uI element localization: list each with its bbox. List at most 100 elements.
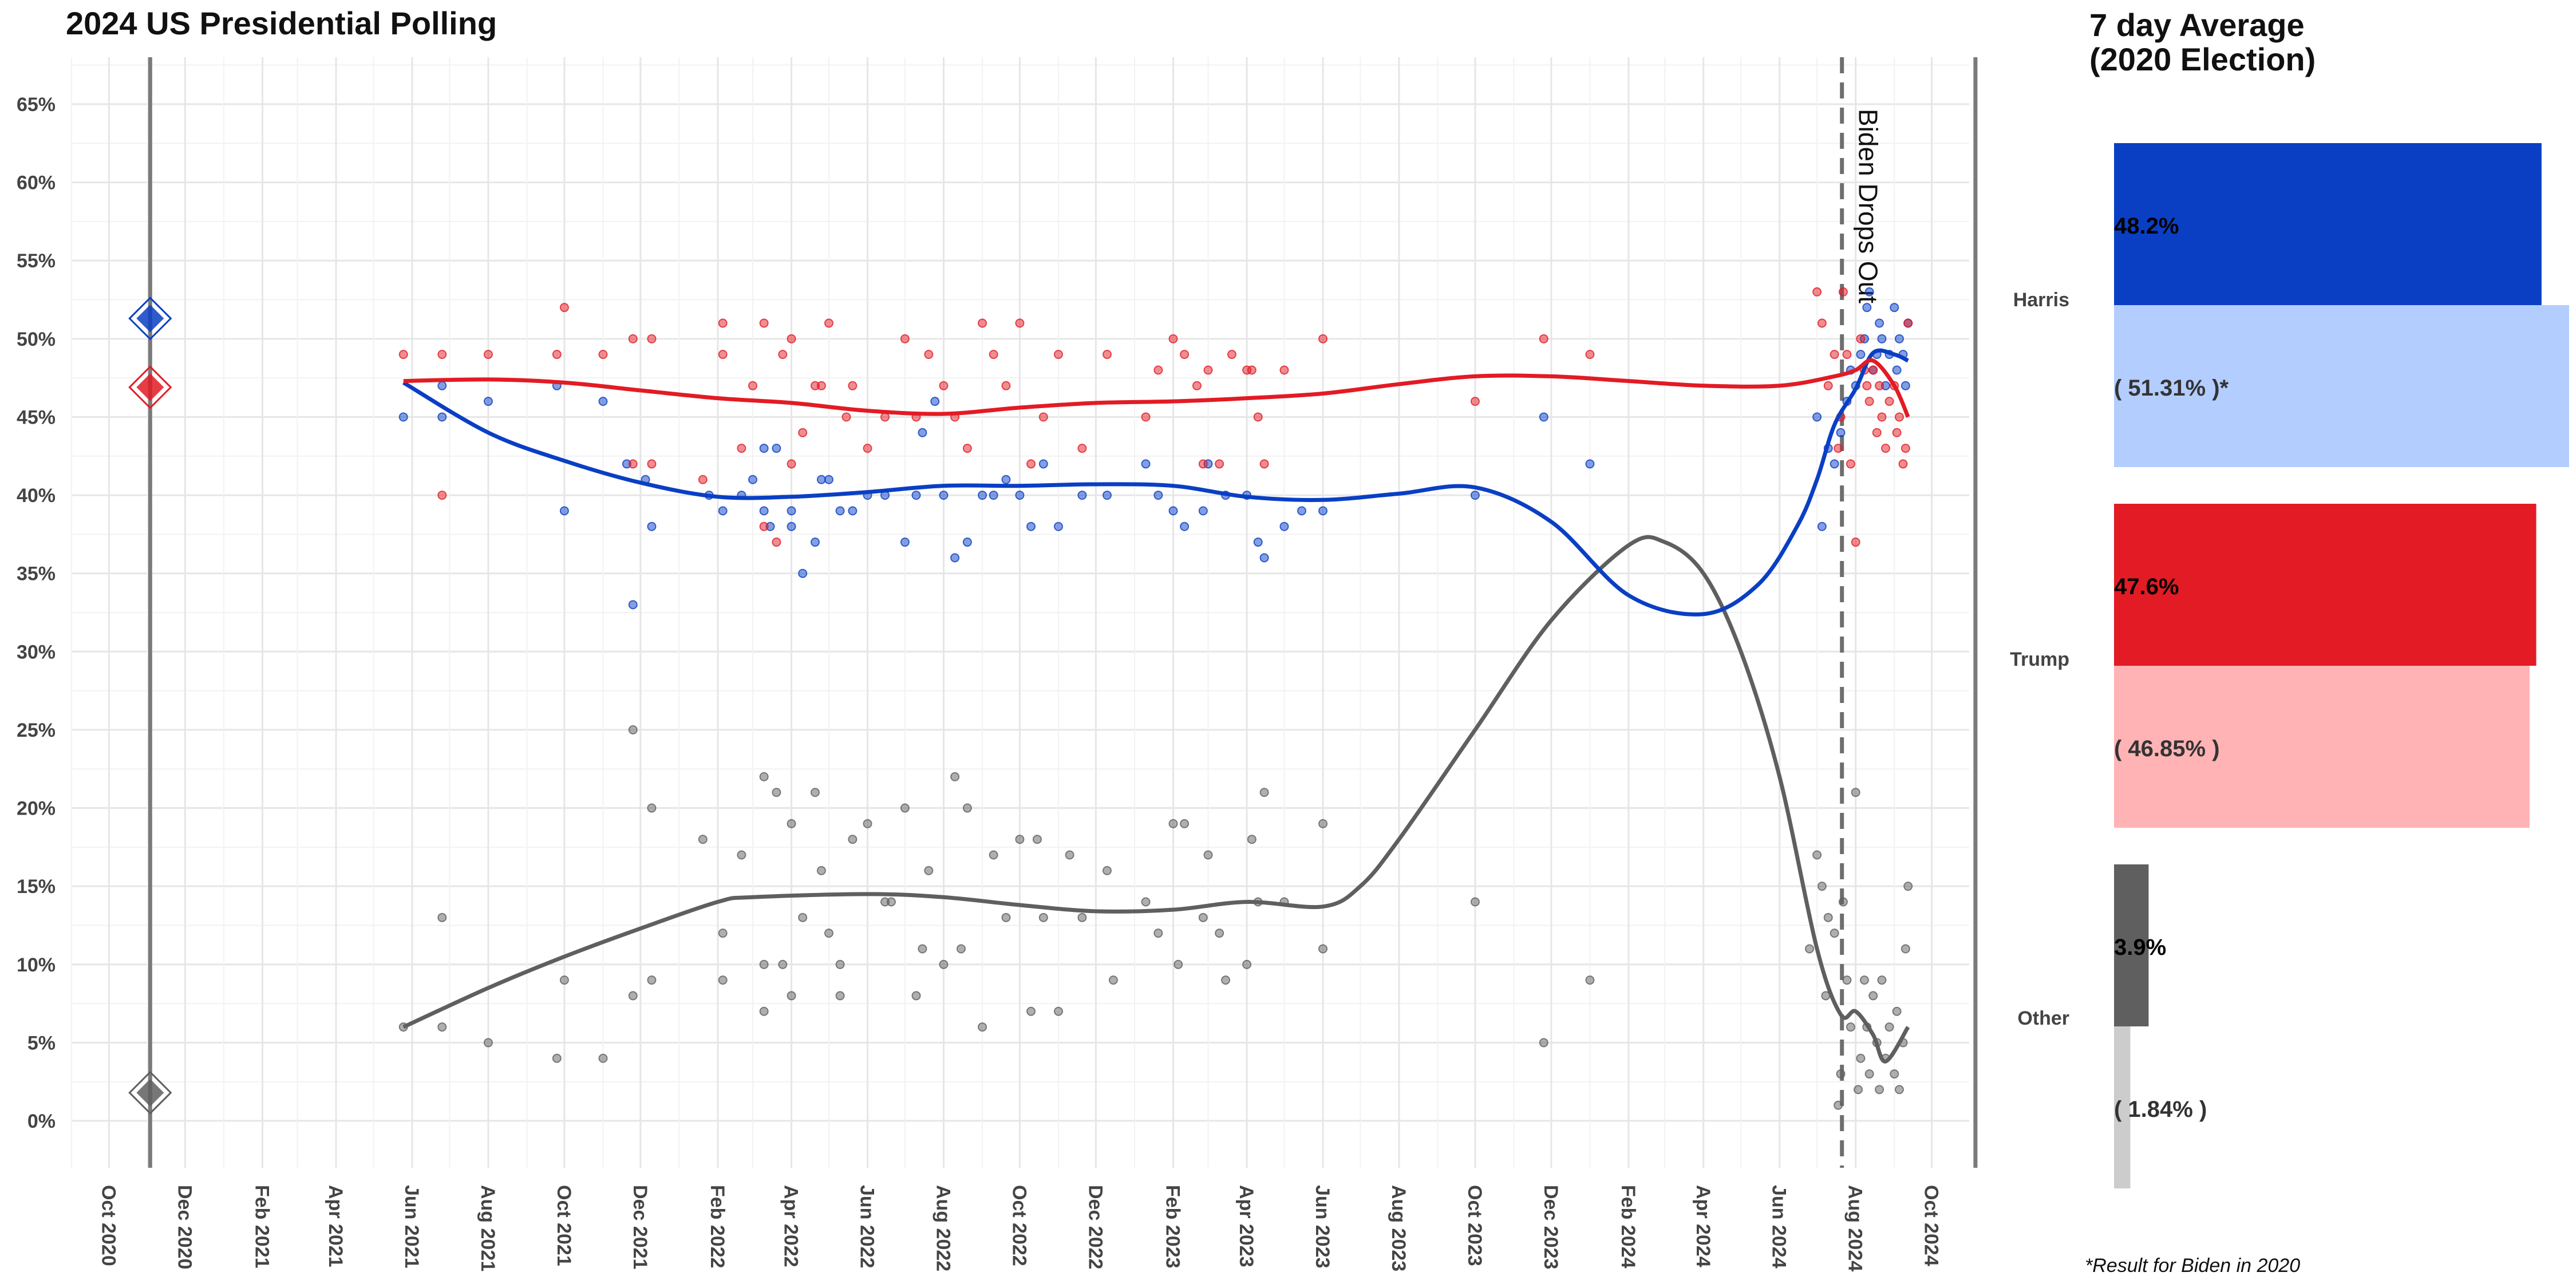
other-poll-point xyxy=(628,991,638,1001)
trump-poll-point xyxy=(1862,381,1872,390)
trump-poll-point xyxy=(778,350,788,359)
chart-title: 2024 US Presidential Polling xyxy=(66,5,497,41)
other-poll-point xyxy=(1053,1006,1063,1016)
trump-poll-point xyxy=(628,459,638,469)
trump-poll-point xyxy=(1168,334,1178,343)
other-poll-point xyxy=(1830,929,1839,938)
trump-poll-point xyxy=(647,459,657,469)
other-poll-point xyxy=(737,850,746,860)
trump-poll-point xyxy=(398,350,408,359)
result-2020-bar-trump xyxy=(2114,666,2530,828)
other-poll-point xyxy=(1038,912,1048,922)
other-poll-point xyxy=(798,912,808,922)
x-tick-label: Feb 2024 xyxy=(1617,1185,1639,1269)
other-poll-point xyxy=(598,1053,608,1063)
harris-poll-point xyxy=(1279,521,1289,531)
other-poll-point xyxy=(1817,882,1827,891)
trump-poll-point xyxy=(718,350,728,359)
bar-category-label: Other xyxy=(2017,1008,2069,1029)
trump-poll-point xyxy=(628,334,638,343)
other-poll-point xyxy=(1470,897,1480,907)
other-poll-point xyxy=(978,1022,987,1032)
y-tick-label: 25% xyxy=(17,720,56,741)
harris-poll-point xyxy=(1141,459,1151,469)
trump-poll-point xyxy=(824,318,833,328)
trump-poll-point xyxy=(1203,365,1213,375)
trump-poll-point xyxy=(978,318,987,328)
harris-poll-point xyxy=(559,506,569,516)
harris-poll-point xyxy=(1830,459,1839,469)
harris-poll-point xyxy=(911,491,921,500)
harris-poll-point xyxy=(1180,521,1190,531)
harris-poll-point xyxy=(647,521,657,531)
other-poll-point xyxy=(863,819,872,828)
trump-poll-point xyxy=(1817,318,1827,328)
y-tick-label: 60% xyxy=(17,172,56,194)
harris-poll-point xyxy=(1862,303,1872,313)
x-tick-label: Oct 2021 xyxy=(553,1185,575,1266)
harris-poll-point xyxy=(835,506,845,516)
other-poll-point xyxy=(1168,819,1178,828)
other-poll-point xyxy=(1001,912,1011,922)
trump-poll-point xyxy=(787,459,796,469)
harris-poll-point xyxy=(848,506,858,516)
harris-poll-point xyxy=(816,475,826,484)
other-poll-point xyxy=(1215,929,1224,938)
trump-poll-point xyxy=(1842,350,1852,359)
other-poll-point xyxy=(1805,944,1815,954)
trump-poll-point xyxy=(1898,459,1908,469)
harris-poll-point xyxy=(1836,428,1846,437)
trump-poll-point xyxy=(1180,350,1190,359)
harris-poll-point xyxy=(1585,459,1595,469)
other-poll-point xyxy=(1903,882,1913,891)
harris-poll-point xyxy=(930,397,940,406)
harris-poll-point xyxy=(989,491,998,500)
other-poll-point xyxy=(1838,897,1848,907)
bar-category-label: Trump xyxy=(2010,649,2069,670)
x-tick-label: Jun 2023 xyxy=(1311,1185,1333,1269)
harris-poll-point xyxy=(824,475,833,484)
x-tick-label: Aug 2024 xyxy=(1844,1185,1866,1271)
trump-2020-diamond-outline xyxy=(128,365,172,409)
other-poll-point xyxy=(1539,1038,1548,1048)
result-2020-value-label-harris: ( 51.31% )* xyxy=(2114,376,2229,401)
x-tick-label: Aug 2023 xyxy=(1388,1185,1409,1271)
harris-poll-point xyxy=(759,444,769,453)
other-poll-point xyxy=(1842,975,1852,985)
harris-2020-diamond xyxy=(136,305,164,333)
trump-poll-point xyxy=(1872,428,1882,437)
trump-poll-point xyxy=(718,318,728,328)
harris-poll-point xyxy=(1168,506,1178,516)
harris-poll-point xyxy=(483,397,493,406)
harris-poll-point xyxy=(1812,412,1822,422)
harris-poll-point xyxy=(1892,365,1902,375)
other-poll-point xyxy=(900,803,910,813)
trump-poll-point xyxy=(1884,397,1894,406)
trump-poll-point xyxy=(647,334,657,343)
harris-poll-point xyxy=(718,506,728,516)
x-tick-label: Jun 2024 xyxy=(1768,1185,1790,1269)
other-poll-point xyxy=(835,991,845,1001)
trump-poll-point xyxy=(798,428,808,437)
y-tick-label: 15% xyxy=(17,876,56,898)
harris-poll-point xyxy=(962,538,972,547)
trump-poll-point xyxy=(1868,365,1878,375)
trump-poll-point xyxy=(1026,459,1036,469)
trump-poll-point xyxy=(1892,428,1902,437)
trump-poll-point xyxy=(1259,459,1269,469)
other-2020-diamond-outline xyxy=(128,1070,172,1115)
harris-poll-point xyxy=(1901,381,1910,390)
other-poll-point xyxy=(647,803,657,813)
other-poll-point xyxy=(437,912,447,922)
harris-poll-point xyxy=(900,538,910,547)
trump-poll-point xyxy=(1077,444,1087,453)
trump-poll-point xyxy=(1875,381,1884,390)
other-poll-point xyxy=(1247,835,1257,844)
other-poll-point xyxy=(759,959,769,969)
other-poll-point xyxy=(559,975,569,985)
bar-panel-title-line2: (2020 Election) xyxy=(2089,41,2316,77)
harris-poll-point xyxy=(1038,459,1048,469)
harris-poll-point xyxy=(398,412,408,422)
other-poll-point xyxy=(1836,1069,1846,1079)
trump-poll-point xyxy=(1830,350,1839,359)
